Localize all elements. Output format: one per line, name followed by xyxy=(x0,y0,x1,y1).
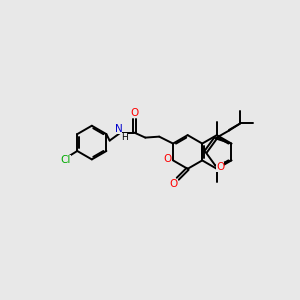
Text: O: O xyxy=(130,108,139,118)
Text: O: O xyxy=(216,162,224,172)
Text: H: H xyxy=(121,133,128,142)
Text: O: O xyxy=(163,154,171,164)
Text: N: N xyxy=(115,124,122,134)
Text: O: O xyxy=(170,179,178,189)
Text: Cl: Cl xyxy=(60,155,70,165)
